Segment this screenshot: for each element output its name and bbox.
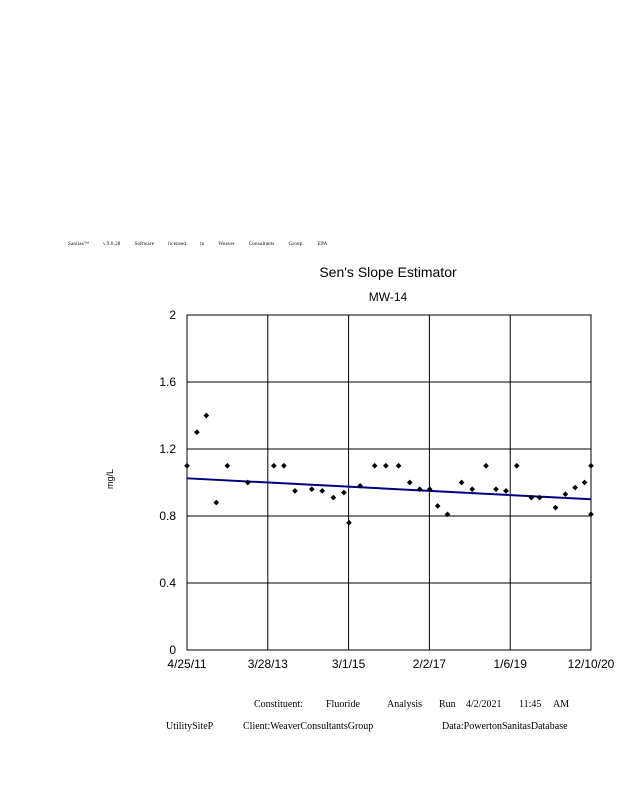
data-point: [395, 462, 402, 469]
x-tick-label: 3/1/15: [332, 657, 366, 671]
data-point: [513, 462, 520, 469]
data-point: [503, 488, 509, 494]
license-word: Weaver: [218, 242, 235, 247]
chart-subtitle: MW-14: [368, 290, 408, 304]
x-tick-label: 2/2/17: [413, 657, 447, 671]
data-point: [552, 504, 559, 511]
data-point: [281, 462, 287, 469]
data-point: [319, 488, 326, 494]
y-tick-label: 0.8: [159, 509, 176, 523]
data-point: [588, 462, 594, 469]
license-word: Consultants: [248, 242, 275, 247]
footer-data-source: Data:PowertonSanitasDatabase: [442, 721, 568, 732]
y-tick-label: 1.2: [159, 442, 176, 456]
data-point: [224, 462, 231, 469]
license-word: EPA: [317, 242, 328, 247]
data-point: [308, 486, 315, 493]
data-point: [416, 486, 423, 493]
data-point: [213, 499, 220, 506]
data-point: [572, 484, 578, 491]
x-tick-label: 1/6/19: [494, 657, 528, 671]
data-point: [588, 511, 594, 518]
data-point: [383, 462, 389, 469]
data-point: [493, 486, 499, 493]
x-tick-label: 12/10/20: [568, 657, 615, 671]
data-point: [244, 479, 251, 486]
license-word: Group.: [288, 242, 304, 247]
license-word: to: [200, 242, 205, 247]
data-point: [292, 488, 298, 494]
y-tick-label: 0.4: [159, 576, 176, 590]
data-point: [184, 462, 190, 469]
data-point: [330, 494, 337, 501]
data-point: [406, 479, 413, 486]
data-point: [581, 479, 588, 486]
data-point: [271, 462, 277, 469]
data-point: [444, 511, 451, 518]
footer-site: UtilitySiteP: [166, 721, 214, 732]
data-point: [469, 486, 476, 493]
license-word: v.9.6.28: [102, 242, 121, 247]
footer-client: Client:WeaverConsultantsGroup: [243, 721, 374, 732]
y-tick-label: 1.6: [159, 375, 176, 389]
data-point: [203, 412, 210, 419]
plot-frame: [186, 314, 592, 651]
license-line: Sanitas™ v.9.6.28 Software licensed to Weaver…: [68, 242, 341, 247]
data-point: [434, 503, 441, 509]
data-point: [528, 494, 535, 501]
footer-word: AM: [553, 699, 570, 710]
data-point: [483, 462, 489, 469]
license-word: Sanitas™: [68, 242, 89, 247]
footer-word: Analysis: [387, 699, 422, 710]
data-point: [346, 519, 352, 526]
data-point: [562, 491, 569, 498]
license-word: Software: [134, 242, 155, 247]
y-tick-label: 2: [169, 308, 176, 322]
data-point: [194, 429, 200, 436]
x-tick-label: 4/25/11: [167, 657, 206, 671]
data-point: [458, 479, 465, 486]
data-point: [426, 486, 433, 493]
data-point: [371, 462, 378, 469]
footer-line-1: Constituent: Fluoride Analysis Run 4/2/2021 1…: [254, 699, 569, 710]
x-tick-label: 3/28/13: [248, 657, 288, 671]
footer-word: Fluoride: [326, 699, 360, 710]
chart-title: Sen's Slope Estimator: [319, 264, 457, 280]
license-word: licensed: [168, 242, 187, 247]
footer-word: 4/2/2021: [466, 699, 502, 710]
data-point: [536, 494, 543, 501]
y-tick-label: 0: [169, 643, 176, 657]
data-point: [341, 489, 347, 496]
footer-word: Constituent:: [254, 699, 303, 710]
data-point: [357, 483, 363, 489]
trend-line: [186, 477, 592, 501]
footer-word: 11:45: [519, 699, 542, 710]
footer-word: Run: [439, 699, 456, 710]
